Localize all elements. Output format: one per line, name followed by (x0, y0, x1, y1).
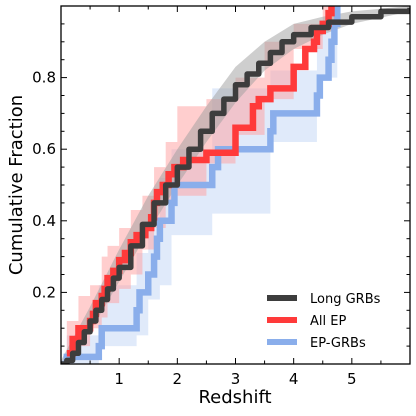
y-axis-title: Cumulative Fraction (6, 95, 27, 275)
line-ep-grbs (61, 6, 341, 364)
legend-label-long-grbs: Long GRBs (310, 292, 381, 307)
x-axis-title: Redshift (198, 387, 271, 408)
x-tick-label: 2 (173, 370, 183, 388)
x-tick-label: 5 (347, 370, 357, 388)
y-tick-label: 0.2 (32, 283, 56, 301)
legend: Long GRBs All EP EP-GRBs (267, 292, 381, 351)
x-tick-label: 3 (231, 370, 241, 388)
y-tick-label: 0.6 (32, 140, 56, 158)
cdf-step-lines (61, 6, 410, 364)
confidence-bands (61, 6, 410, 364)
line-long-grbs (61, 7, 410, 364)
legend-label-ep-grbs: EP-GRBs (310, 336, 366, 351)
x-tick-label: 1 (114, 370, 124, 388)
band-long-grbs (61, 6, 410, 364)
legend-label-all-ep: All EP (310, 314, 346, 329)
x-tick-label: 4 (289, 370, 299, 388)
axis-ticks: 1 2 3 4 5 0.2 0.4 0.6 0.8 (32, 6, 410, 388)
y-tick-label: 0.4 (32, 212, 56, 230)
y-tick-label: 0.8 (32, 69, 56, 87)
